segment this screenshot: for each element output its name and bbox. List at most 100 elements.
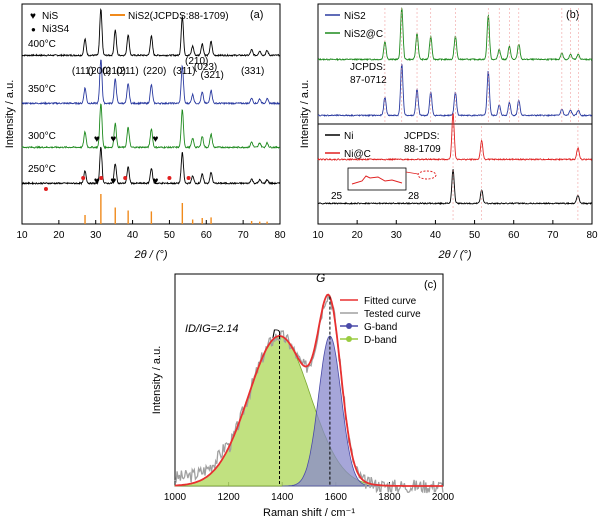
label-250c: 250°C <box>28 164 56 175</box>
a-xtick-label: 30 <box>90 230 102 241</box>
panel-b-label: (b) <box>566 9 579 21</box>
a-curve-3 <box>21 146 280 186</box>
c-xtick-label: 1600 <box>325 492 348 503</box>
legend-nis2-label: NiS2(JCPDS:88-1709) <box>128 11 229 22</box>
c-xtick-label: 2000 <box>432 492 455 503</box>
a-curve-2 <box>21 103 280 150</box>
tested-curve <box>174 294 444 495</box>
b-xtick-label: 70 <box>547 230 559 241</box>
panel-b-xticks: 10 20 30 40 50 60 70 80 <box>312 220 598 241</box>
jcpds-top-num: 87-0712 <box>350 75 387 86</box>
panel-a-curves <box>21 7 281 186</box>
b-xtick-label: 80 <box>586 230 598 241</box>
panel-b-xlabel: 2θ / (°) <box>438 249 472 261</box>
jcpds-bottom: JCPDS: <box>404 131 440 142</box>
a-xtick-label: 80 <box>274 230 286 241</box>
b-xtick-label: 50 <box>469 230 481 241</box>
inset-box <box>347 167 407 191</box>
b-xtick-label: 20 <box>352 230 364 241</box>
b-xtick-label: 10 <box>312 230 324 241</box>
c-xtick-label: 1400 <box>271 492 294 503</box>
jcpds-top: JCPDS: <box>350 62 386 73</box>
label-300c: 300°C <box>28 131 56 142</box>
ni3s4-marker <box>123 176 128 180</box>
panel-b-frame <box>317 3 593 225</box>
panel-c-xlabel: Raman shift / cm⁻¹ <box>263 507 355 519</box>
c-legend-label: Fitted curve <box>364 296 417 307</box>
panel-c-legend: Fitted curve Tested curve G-band D-band <box>340 296 421 346</box>
nis-marker-250: ♥ <box>152 176 158 187</box>
nis-marker-250: ♥ <box>94 176 100 187</box>
panel-a-xticks: 10 20 30 40 50 60 70 80 <box>16 220 286 241</box>
legend-nic: Ni@C <box>344 149 371 160</box>
b-xtick-label: 60 <box>508 230 520 241</box>
g-band-area <box>282 335 379 487</box>
inset-curve <box>351 175 403 185</box>
a-xtick-label: 20 <box>53 230 65 241</box>
c-legend-label: Tested curve <box>364 309 421 320</box>
ni3s4-marker <box>81 176 86 180</box>
nis-marker-300: ♥ <box>110 134 116 145</box>
panel-c-ylabel: Intensity / a.u. <box>151 346 163 414</box>
legend-ni: Ni <box>344 131 353 142</box>
panel-a-ylabel: Intensity / a.u. <box>4 80 16 148</box>
a-xtick-label: 10 <box>16 230 28 241</box>
panel-c-raman: (c) Intensity / a.u. Raman shift / cm⁻¹ … <box>151 271 455 519</box>
panel-b-ylabel: Intensity / a.u. <box>299 80 311 148</box>
c-xtick-label: 1000 <box>164 492 187 503</box>
c-legend-marker <box>346 323 352 329</box>
ni3s4-marker <box>43 187 48 191</box>
b-xtick-label: 40 <box>430 230 442 241</box>
hkl-label: (211) <box>116 66 139 77</box>
panel-a-phase-markers: ♥ ♥ ♥ ♥ ♥ ♥ <box>43 134 191 191</box>
hkl-label: (111) <box>72 66 94 77</box>
c-legend-label: D-band <box>364 335 397 346</box>
panel-a-xlabel: 2θ / (°) <box>134 249 168 261</box>
nis-marker-300: ♥ <box>152 134 158 145</box>
c-legend-label: G-band <box>364 322 397 333</box>
b-curve-3 <box>317 169 593 206</box>
g-band-label: G <box>316 271 325 285</box>
a-xtick-label: 70 <box>238 230 250 241</box>
nis-marker-300: ♥ <box>94 134 100 145</box>
inset-ellipse <box>417 170 437 180</box>
a-xtick-label: 60 <box>201 230 213 241</box>
id-ig-ratio: ID/IG=2.14 <box>185 323 239 335</box>
b-xtick-label: 30 <box>391 230 403 241</box>
inset-tick-25: 25 <box>331 191 343 202</box>
c-xtick-label: 1200 <box>217 492 240 503</box>
hkl-label: (200) <box>88 66 111 77</box>
b-curve-2 <box>317 112 593 162</box>
legend-nis-label: NiS <box>42 11 58 22</box>
hkl-label: (311) <box>173 66 196 77</box>
a-curve-0 <box>21 7 281 57</box>
label-400c: 400°C <box>28 39 56 50</box>
panel-a-reference-bars <box>84 194 268 224</box>
panel-b-reference-lines <box>384 8 579 222</box>
hkl-label: (321) <box>201 70 224 81</box>
d-band-label: D <box>272 327 281 341</box>
hkl-label: (331) <box>241 66 264 77</box>
a-curve-1 <box>21 59 281 106</box>
legend-nis-symbol: ♥ <box>30 11 36 22</box>
ni3s4-marker <box>186 176 191 180</box>
label-350c: 350°C <box>28 84 56 95</box>
b-curve-0 <box>317 7 593 62</box>
hkl-label: (210) <box>185 56 208 67</box>
legend-ni3s4-symbol: ● <box>31 25 36 34</box>
legend-nis2-b: NiS2 <box>344 11 366 22</box>
panel-a-xrd: (a) Intensity / a.u. 2θ / (°) 10 20 30 40 50… <box>4 3 286 261</box>
inset-pointer <box>405 171 419 175</box>
legend-ni3s4-label: Ni3S4 <box>42 24 70 35</box>
panel-c-label: (c) <box>424 279 437 291</box>
hkl-label: (023) <box>194 62 217 73</box>
hkl-label: (210) <box>102 66 125 77</box>
ni3s4-marker <box>167 176 172 180</box>
jcpds-bottom-num: 88-1709 <box>404 144 441 155</box>
c-xtick-label: 1800 <box>378 492 401 503</box>
hkl-label: (220) <box>143 66 166 77</box>
panel-c-curves <box>174 293 444 495</box>
ni3s4-marker <box>99 176 104 180</box>
b-curve-1 <box>317 63 592 118</box>
